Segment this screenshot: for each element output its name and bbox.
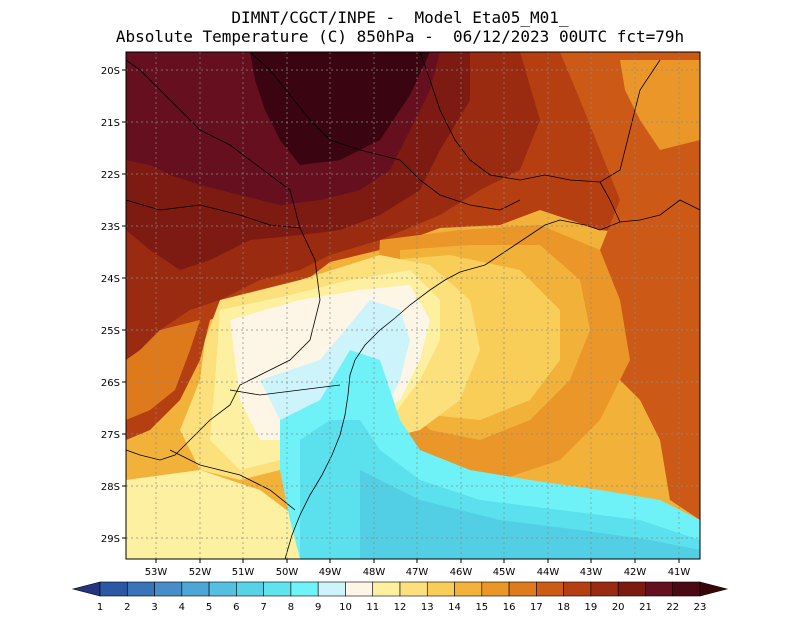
colorbar-cell — [617, 581, 646, 597]
colorbar-cells — [71, 581, 729, 597]
gridlines — [126, 52, 700, 559]
colorbar-label: 8 — [288, 602, 294, 613]
lat-label: 27S — [101, 430, 120, 441]
colorbar-label: 13 — [421, 602, 434, 613]
colorbar-cell — [372, 581, 401, 597]
colorbar-label: 21 — [639, 602, 652, 613]
colorbar-label: 23 — [694, 602, 707, 613]
colorbar-labels: 1 2 3 4 5 6 7 8 9 10 11 12 13 14 15 16 17 18 19 20 21 22 23 — [97, 602, 707, 613]
field-t23 — [250, 52, 430, 165]
colorbar-cell — [454, 581, 483, 597]
colorbar-label: 5 — [206, 602, 212, 613]
colorbar-arrow-left — [71, 581, 101, 597]
colorbar-cell — [645, 581, 674, 597]
colorbar-cell — [317, 581, 346, 597]
lon-label: 41W — [668, 567, 691, 578]
state-border-2 — [229, 384, 341, 396]
colorbar-label: 7 — [260, 602, 266, 613]
lon-label: 49W — [319, 567, 342, 578]
colorbar-label: 17 — [530, 602, 543, 613]
lat-label: 23S — [101, 222, 120, 233]
map-frame — [125, 51, 701, 560]
colorbar-label: 19 — [585, 602, 598, 613]
colorbar-label: 10 — [339, 602, 352, 613]
colorbar-label: 18 — [557, 602, 570, 613]
lat-label: 20S — [101, 66, 120, 77]
temperature-field — [126, 52, 700, 559]
colorbar-label: 2 — [124, 602, 130, 613]
colorbar-cell — [672, 581, 701, 597]
colorbar-cell — [345, 581, 374, 597]
lon-label: 51W — [232, 567, 255, 578]
latitude-labels: 20S 21S 22S 23S 24S 25S 26S 27S 28S 29S — [101, 66, 126, 545]
lon-label: 44W — [537, 567, 560, 578]
colorbar-label: 22 — [666, 602, 679, 613]
colorbar-label: 14 — [448, 602, 461, 613]
field-t12-south — [126, 470, 300, 559]
colorbar-cell — [181, 581, 210, 597]
state-border-5 — [419, 52, 661, 183]
colorbar-cell — [263, 581, 292, 597]
state-border-1 — [126, 199, 321, 461]
lat-label: 22S — [101, 170, 120, 181]
lon-label: 47W — [406, 567, 429, 578]
colorbar-cell — [399, 581, 428, 597]
field-t16-east — [620, 60, 700, 150]
colorbar-cell — [236, 581, 264, 597]
state-border-7 — [126, 59, 301, 229]
title-line-1: DIMNT/CGCT/INPE - Model Eta05_M01_ — [231, 8, 569, 27]
field-t7 — [360, 470, 700, 559]
lon-label: 46W — [450, 567, 473, 578]
field-t18-east — [560, 52, 700, 520]
colorbar-label: 9 — [315, 602, 321, 613]
colorbar-cell — [126, 581, 155, 597]
coastline — [284, 199, 700, 559]
lon-label: 45W — [493, 567, 516, 578]
lat-label: 21S — [101, 118, 120, 129]
colorbar-label: 16 — [503, 602, 516, 613]
longitude-labels: 53W 52W 51W 50W 49W 48W 47W 46W 45W 44W 43W 42W 41W — [145, 559, 691, 578]
colorbar-arrow-right — [699, 581, 729, 597]
colorbar-label: 11 — [366, 602, 379, 613]
colorbar-cell — [290, 581, 319, 597]
colorbar-cell — [563, 581, 592, 597]
state-border-6 — [599, 181, 621, 223]
coastline-and-borders — [126, 52, 700, 559]
lat-label: 25S — [101, 326, 120, 337]
lon-label: 50W — [276, 567, 299, 578]
colorbar-cell — [99, 581, 128, 597]
colorbar-cell — [154, 581, 183, 597]
lon-label: 42W — [624, 567, 647, 578]
colorbar-cell — [208, 581, 237, 597]
colorbar-label: 1 — [97, 602, 103, 613]
state-border-3 — [169, 449, 296, 511]
lat-label: 28S — [101, 482, 120, 493]
lon-label: 43W — [580, 567, 603, 578]
colorbar-label: 4 — [179, 602, 185, 613]
lon-label: 48W — [363, 567, 386, 578]
colorbar-cell — [481, 581, 510, 597]
title-line-2: Absolute Temperature (C) 850hPa - 06/12/… — [115, 27, 685, 46]
colorbar-label: 20 — [612, 602, 625, 613]
colorbar-cell — [590, 581, 619, 597]
lon-label: 52W — [189, 567, 212, 578]
lon-label: 53W — [145, 567, 168, 578]
colorbar-label: 3 — [151, 602, 157, 613]
colorbar-label: 6 — [233, 602, 239, 613]
colorbar-label: 12 — [394, 602, 407, 613]
lat-label: 24S — [101, 274, 120, 285]
lat-label: 26S — [101, 378, 120, 389]
colorbar-cell — [426, 581, 455, 597]
colorbar-cell — [536, 581, 564, 597]
colorbar-label: 15 — [475, 602, 488, 613]
lat-label: 29S — [101, 534, 120, 545]
colorbar-cell — [508, 581, 537, 597]
state-border-4 — [249, 52, 521, 211]
